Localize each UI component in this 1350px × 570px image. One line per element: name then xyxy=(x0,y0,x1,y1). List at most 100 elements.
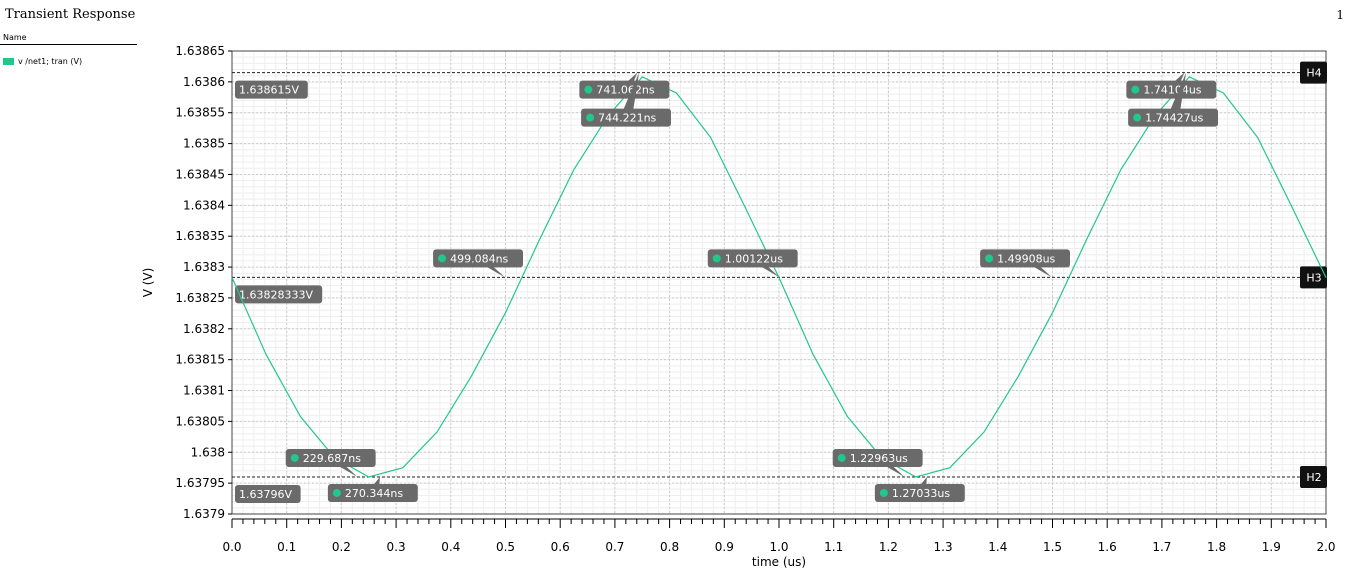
point-marker-label: 1.27033us xyxy=(892,487,950,500)
y-tick-label: 1.63865 xyxy=(175,44,225,58)
x-tick-label: 1.5 xyxy=(1043,540,1062,554)
point-marker-label: 1.74427us xyxy=(1145,112,1203,125)
y-tick-label: 1.63815 xyxy=(175,353,225,367)
series-line[interactable] xyxy=(231,76,1327,478)
x-tick-label: 1.0 xyxy=(769,540,788,554)
y-tick-label: 1.6386 xyxy=(183,75,225,89)
point-marker-pointer xyxy=(1019,258,1052,278)
x-tick-label: 1.7 xyxy=(1152,540,1171,554)
point-marker-dot-icon xyxy=(712,254,721,263)
point-marker-box[interactable] xyxy=(327,483,418,502)
legend-entry-label: v /net1; tran (V) xyxy=(18,57,83,66)
x-tick-label: 0.8 xyxy=(660,540,679,554)
x-tick-label: 1.6 xyxy=(1098,540,1117,554)
point-marker-dot-icon xyxy=(290,453,299,462)
y-axis-label: V (V) xyxy=(141,268,155,298)
point-marker-label: 270.344ns xyxy=(345,487,403,500)
x-tick-label: 1.2 xyxy=(879,540,898,554)
marker-value-box xyxy=(235,285,323,304)
marker-value-box xyxy=(235,484,301,503)
point-marker-pointer xyxy=(1167,72,1187,118)
point-marker-box[interactable] xyxy=(832,448,923,467)
point-marker-dot-icon xyxy=(1131,85,1140,94)
point-marker-pointer xyxy=(746,258,780,278)
point-marker-dot-icon xyxy=(438,254,447,263)
point-marker-box[interactable] xyxy=(707,249,798,268)
y-tick-label: 1.6383 xyxy=(183,260,225,274)
point-marker-box[interactable] xyxy=(433,249,523,268)
x-tick-label: 0.6 xyxy=(551,540,570,554)
marker-tag-label: H4 xyxy=(1306,67,1321,80)
point-marker-box[interactable] xyxy=(579,80,670,99)
marker-tag-h2[interactable] xyxy=(1300,465,1327,488)
x-tick-label: 0.4 xyxy=(441,540,460,554)
point-marker-pointer xyxy=(472,258,505,278)
x-tick-label: 0.2 xyxy=(332,540,351,554)
point-marker-label: 499.084ns xyxy=(450,252,508,265)
point-marker-box[interactable] xyxy=(285,448,376,467)
x-tick-label: 0.1 xyxy=(277,540,296,554)
point-marker-box[interactable] xyxy=(581,108,671,127)
y-tick-label: 1.6382 xyxy=(183,322,225,336)
page-number: 1 xyxy=(1336,8,1344,22)
point-marker-label: 1.74104us xyxy=(1143,84,1201,97)
y-tick-label: 1.638 xyxy=(191,445,225,459)
y-tick-label: 1.63855 xyxy=(175,106,225,120)
point-marker-dot-icon xyxy=(584,85,593,94)
marker-tag-h4[interactable] xyxy=(1300,61,1327,84)
point-marker-box[interactable] xyxy=(874,483,965,502)
legend-divider xyxy=(0,44,137,45)
point-marker-label: 229.687ns xyxy=(303,452,361,465)
x-tick-label: 1.1 xyxy=(824,540,843,554)
point-marker-label: 1.49908us xyxy=(997,252,1055,265)
point-marker-label: 1.22963us xyxy=(850,452,908,465)
point-marker-dot-icon xyxy=(586,113,595,122)
y-tick-label: 1.6384 xyxy=(183,198,225,212)
y-tick-label: 1.6379 xyxy=(183,507,225,521)
x-tick-label: 1.9 xyxy=(1262,540,1281,554)
y-tick-label: 1.6381 xyxy=(183,384,225,398)
legend-header: Name xyxy=(3,33,27,42)
y-tick-label: 1.6385 xyxy=(183,137,225,151)
point-marker-dot-icon xyxy=(332,488,341,497)
point-marker-box[interactable] xyxy=(980,249,1070,268)
x-tick-label: 0.3 xyxy=(387,540,406,554)
point-marker-box[interactable] xyxy=(1126,80,1217,99)
marker-value-box xyxy=(235,80,308,99)
point-marker-label: 741.062ns xyxy=(596,84,654,97)
point-marker-pointer xyxy=(324,457,358,477)
marker-value-label: 1.63796V xyxy=(239,488,292,501)
window-title: Transient Response xyxy=(5,7,136,22)
point-marker-dot-icon xyxy=(837,453,846,462)
x-tick-label: 0.5 xyxy=(496,540,515,554)
marker-tag-h3[interactable] xyxy=(1300,266,1327,289)
point-marker-pointer xyxy=(620,72,640,118)
x-tick-label: 0.7 xyxy=(605,540,624,554)
point-marker-dot-icon xyxy=(985,254,994,263)
point-marker-label: 744.221ns xyxy=(598,112,656,125)
x-axis-label: time (us) xyxy=(752,555,806,569)
point-marker-pointer xyxy=(871,457,905,477)
marker-value-label: 1.638615V xyxy=(239,84,299,97)
y-tick-label: 1.63845 xyxy=(175,167,225,181)
legend-entry[interactable]: v /net1; tran (V) xyxy=(3,57,82,66)
point-marker-box[interactable] xyxy=(1128,108,1219,127)
x-tick-label: 0.0 xyxy=(222,540,241,554)
x-tick-label: 1.3 xyxy=(934,540,953,554)
x-tick-label: 1.8 xyxy=(1207,540,1226,554)
legend-swatch-icon xyxy=(3,58,14,65)
point-marker-label: 1.00122us xyxy=(725,252,783,265)
point-marker-dot-icon xyxy=(1133,113,1142,122)
marker-value-label: 1.63828333V xyxy=(239,288,313,301)
y-tick-label: 1.63835 xyxy=(175,229,225,243)
y-tick-label: 1.63795 xyxy=(175,476,225,490)
marker-tag-label: H2 xyxy=(1306,471,1321,484)
marker-tag-label: H3 xyxy=(1306,271,1321,284)
point-marker-dot-icon xyxy=(879,488,888,497)
y-tick-label: 1.63825 xyxy=(175,291,225,305)
x-tick-label: 2.0 xyxy=(1316,540,1335,554)
x-tick-label: 1.4 xyxy=(988,540,1007,554)
x-tick-label: 0.9 xyxy=(715,540,734,554)
y-tick-label: 1.63805 xyxy=(175,414,225,428)
